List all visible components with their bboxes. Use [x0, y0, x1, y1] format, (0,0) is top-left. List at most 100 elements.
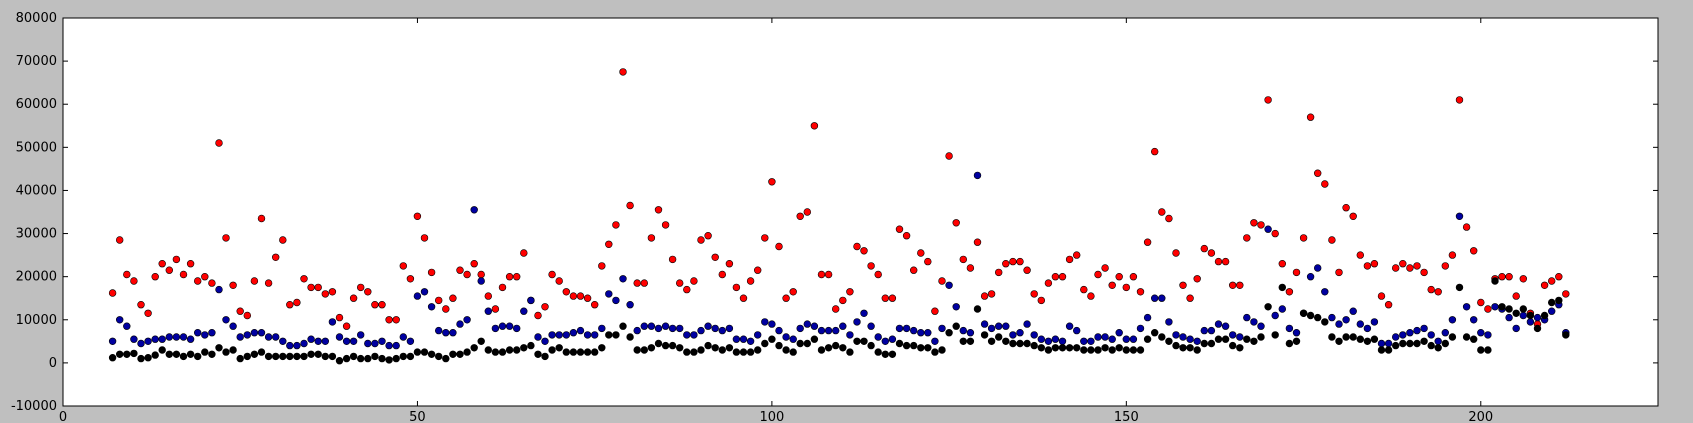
- data-point: [831, 341, 840, 350]
- data-point: [144, 337, 152, 345]
- data-point: [505, 346, 514, 354]
- data-point: [1448, 316, 1457, 324]
- data-point: [1165, 214, 1173, 223]
- data-point: [357, 354, 365, 363]
- data-point: [775, 242, 783, 251]
- data-point: [328, 352, 337, 361]
- data-point: [1526, 318, 1535, 326]
- data-point: [583, 294, 592, 302]
- data-point: [1080, 285, 1088, 294]
- data-point: [817, 270, 826, 279]
- data-point: [959, 337, 967, 345]
- data-point: [1526, 311, 1535, 320]
- data-point: [1413, 326, 1421, 335]
- data-point: [307, 350, 315, 358]
- data-point: [966, 264, 975, 272]
- data-point: [1094, 270, 1102, 279]
- data-point: [1562, 290, 1570, 298]
- data-point: [286, 341, 294, 350]
- data-point: [768, 320, 776, 328]
- data-point: [576, 326, 585, 335]
- data-point: [647, 322, 656, 330]
- data-point: [782, 333, 790, 341]
- data-point: [1179, 281, 1187, 289]
- data-point: [909, 341, 918, 350]
- data-point: [675, 279, 684, 287]
- data-point: [746, 337, 755, 345]
- data-point: [222, 234, 230, 242]
- data-point: [931, 348, 939, 356]
- data-point: [718, 346, 726, 354]
- data-point: [987, 337, 996, 345]
- data-point: [1271, 311, 1279, 320]
- data-point: [1512, 292, 1520, 300]
- data-point: [732, 283, 741, 292]
- data-point: [761, 234, 769, 242]
- data-point: [1221, 322, 1230, 330]
- data-point: [888, 350, 897, 358]
- data-point: [1221, 257, 1230, 266]
- data-point: [909, 326, 918, 335]
- data-point: [364, 339, 372, 348]
- data-point: [1150, 329, 1159, 337]
- data-point: [1533, 324, 1542, 333]
- data-point: [272, 253, 280, 261]
- data-point: [1087, 337, 1095, 345]
- data-point: [1236, 281, 1244, 289]
- data-point: [456, 350, 464, 358]
- data-point: [1512, 309, 1520, 317]
- data-point: [1023, 320, 1031, 328]
- data-point: [1158, 208, 1166, 216]
- data-point: [1427, 331, 1435, 339]
- data-point: [1158, 333, 1166, 341]
- data-point: [1214, 257, 1223, 266]
- data-point: [555, 344, 563, 352]
- data-point: [690, 331, 698, 339]
- data-point: [1200, 244, 1209, 253]
- y-tick-label: 70000: [16, 54, 57, 69]
- data-point: [179, 270, 188, 279]
- data-point: [1313, 169, 1322, 177]
- data-point: [1250, 219, 1258, 227]
- x-tick-label: 150: [1114, 410, 1139, 423]
- data-point: [761, 339, 769, 348]
- data-point: [1228, 331, 1237, 339]
- data-point: [229, 322, 237, 330]
- data-point: [1009, 331, 1017, 339]
- data-point: [491, 324, 500, 333]
- data-point: [817, 326, 826, 335]
- data-point: [257, 348, 266, 356]
- data-point: [725, 324, 734, 333]
- data-point: [1434, 344, 1442, 352]
- data-point: [768, 335, 776, 343]
- data-point: [215, 285, 223, 294]
- data-point: [279, 337, 287, 345]
- data-point: [824, 344, 833, 352]
- data-point: [1391, 341, 1400, 350]
- data-point: [881, 350, 889, 358]
- data-point: [1257, 333, 1265, 341]
- data-point: [1519, 275, 1528, 283]
- data-point: [846, 331, 854, 339]
- data-point: [1179, 333, 1187, 341]
- data-point: [505, 273, 514, 281]
- data-point: [541, 352, 549, 361]
- data-point: [427, 303, 436, 311]
- data-point: [576, 292, 585, 300]
- data-point: [973, 238, 982, 246]
- data-point: [385, 341, 393, 350]
- data-point: [1207, 249, 1216, 257]
- data-point: [272, 352, 280, 361]
- data-point: [1406, 329, 1414, 337]
- data-point: [158, 260, 166, 268]
- data-point: [208, 350, 216, 358]
- data-point: [1065, 255, 1074, 264]
- data-point: [831, 305, 840, 313]
- data-point: [1016, 339, 1024, 348]
- data-point: [867, 262, 875, 270]
- data-point: [1441, 329, 1450, 337]
- data-point: [1264, 225, 1272, 233]
- data-point: [186, 260, 195, 268]
- data-point: [1455, 212, 1464, 221]
- data-point: [640, 322, 648, 330]
